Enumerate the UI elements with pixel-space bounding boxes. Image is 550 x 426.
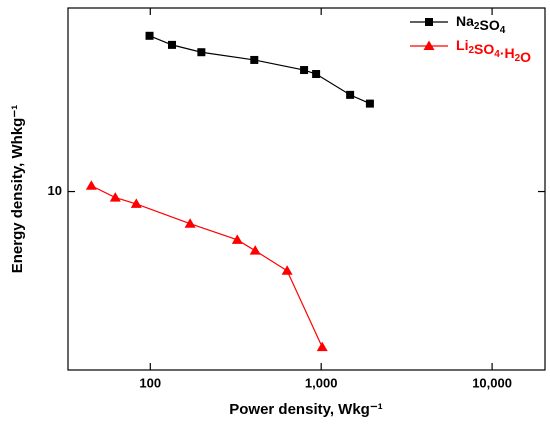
marker: [109, 192, 121, 202]
y-tick-label: 10: [48, 183, 62, 198]
marker: [145, 31, 154, 40]
marker: [281, 265, 293, 275]
marker: [85, 180, 97, 190]
marker: [312, 70, 321, 79]
legend-label: Li2SO4·H2O: [456, 37, 531, 65]
marker: [250, 55, 259, 64]
x-axis-label: Power density, Wkg⁻¹: [229, 401, 383, 418]
y-axis-label: Energy density, Whkg⁻¹: [9, 105, 26, 274]
marker: [425, 18, 433, 26]
marker: [168, 40, 177, 49]
marker: [197, 48, 206, 57]
marker: [184, 218, 196, 228]
x-tick-label: 10,000: [472, 375, 512, 390]
marker: [346, 90, 355, 99]
marker: [130, 198, 142, 208]
legend-label: Na2SO4: [456, 13, 506, 36]
marker: [300, 66, 309, 75]
plot-frame: [67, 7, 546, 371]
series-line: [149, 35, 371, 105]
marker: [316, 341, 328, 352]
x-tick-label: 1,000: [305, 375, 338, 390]
marker: [231, 234, 243, 244]
marker: [423, 40, 435, 50]
x-tick-label: 100: [139, 375, 161, 390]
marker: [249, 245, 261, 255]
marker: [365, 99, 374, 108]
